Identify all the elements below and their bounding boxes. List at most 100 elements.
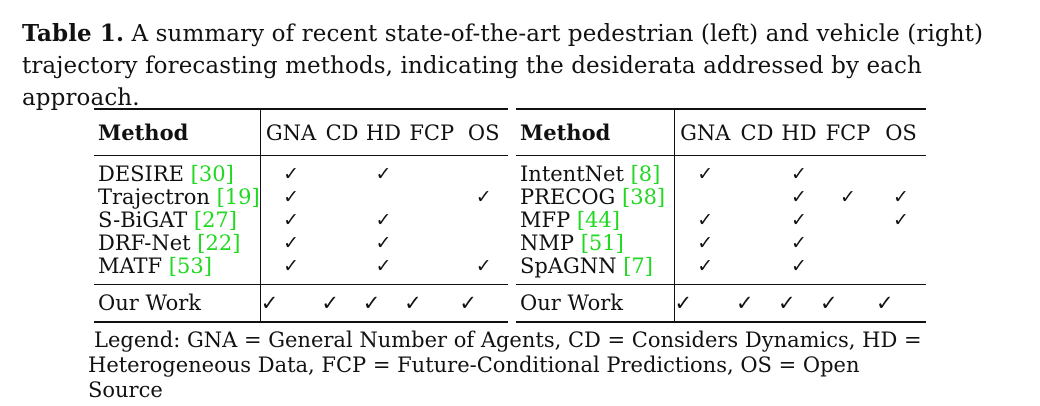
- method-cell: NMP [51]: [516, 231, 675, 255]
- check-icon: ✓: [697, 232, 714, 254]
- check-icon: ✓: [697, 163, 714, 185]
- check-icon: ✓: [697, 209, 714, 231]
- table-row: PRECOG [38] ✓ ✓ ✓: [516, 186, 926, 209]
- check-icon: ✓: [893, 209, 909, 231]
- table-row: DESIRE [30] ✓ ✓: [94, 155, 508, 187]
- check-icon: ✓: [791, 232, 807, 254]
- empty-cell: [736, 232, 778, 255]
- empty-cell: [736, 255, 778, 285]
- header-gna: GNA: [260, 108, 322, 156]
- method-name: MATF: [98, 254, 169, 278]
- header-fcp: FCP: [820, 108, 876, 156]
- method-cell: SpAGNN [7]: [516, 254, 675, 285]
- empty-cell: [820, 232, 876, 255]
- method-name: Our Work: [516, 284, 675, 323]
- method-cell: DRF-Net [22]: [94, 231, 261, 255]
- empty-cell: [876, 232, 926, 255]
- empty-cell: [321, 156, 362, 187]
- table-row: MATF [53] ✓ ✓ ✓: [94, 255, 508, 285]
- citation-link[interactable]: [19]: [216, 185, 260, 209]
- our-work-row: Our Work ✓ ✓ ✓ ✓ ✓: [94, 284, 508, 323]
- empty-cell: [674, 186, 736, 209]
- legend-line-2: Heterogeneous Data, FCP = Future-Conditi…: [88, 353, 860, 402]
- table-caption: Table 1. A summary of recent state-of-th…: [22, 18, 1022, 114]
- method-cell: MATF [53]: [94, 254, 261, 285]
- citation-link[interactable]: [44]: [576, 208, 620, 232]
- empty-cell: [736, 156, 778, 187]
- empty-cell: [404, 232, 459, 255]
- citation-link[interactable]: [22]: [197, 231, 241, 255]
- check-icon: ✓: [375, 255, 392, 277]
- method-cell: S-BiGAT [27]: [94, 208, 261, 232]
- method-cell: PRECOG [38]: [516, 185, 675, 209]
- check-icon: ✓: [362, 284, 405, 323]
- citation-link[interactable]: [38]: [622, 185, 666, 209]
- check-icon: ✓: [791, 255, 807, 277]
- method-name: Our Work: [94, 284, 261, 323]
- empty-cell: [736, 186, 778, 209]
- check-icon: ✓: [736, 284, 778, 323]
- citation-link[interactable]: [51]: [580, 231, 624, 255]
- method-name: PRECOG: [520, 185, 623, 209]
- check-icon: ✓: [404, 284, 460, 323]
- header-cd: CD: [736, 108, 778, 156]
- table-header-row: Method GNA CD HD FCP OS: [94, 108, 508, 156]
- header-hd: HD: [362, 108, 405, 156]
- check-icon: ✓: [475, 186, 492, 208]
- citation-link[interactable]: [7]: [623, 254, 653, 278]
- empty-cell: [736, 209, 778, 232]
- check-icon: ✓: [674, 284, 736, 323]
- empty-cell: [459, 232, 508, 255]
- method-name: DESIRE: [98, 162, 191, 186]
- method-name: MFP: [520, 208, 577, 232]
- check-icon: ✓: [697, 255, 714, 277]
- empty-cell: [820, 209, 876, 232]
- header-gna: GNA: [674, 108, 736, 156]
- check-icon: ✓: [283, 186, 299, 208]
- check-icon: ✓: [840, 186, 856, 208]
- empty-cell: [820, 255, 876, 285]
- caption-label: Table 1.: [22, 20, 125, 47]
- empty-cell: [404, 186, 459, 209]
- empty-cell: [404, 156, 459, 187]
- header-os: OS: [876, 108, 926, 156]
- table-row: S-BiGAT [27] ✓ ✓: [94, 209, 508, 232]
- empty-cell: [820, 156, 876, 187]
- empty-cell: [404, 255, 459, 285]
- header-os: OS: [459, 108, 508, 156]
- check-icon: ✓: [321, 284, 363, 323]
- check-icon: ✓: [283, 255, 299, 277]
- caption-text: A summary of recent state-of-the-art ped…: [22, 21, 984, 111]
- check-icon: ✓: [375, 209, 392, 231]
- check-icon: ✓: [791, 163, 807, 185]
- table-row: Trajectron [19] ✓ ✓: [94, 186, 508, 209]
- table-row: SpAGNN [7] ✓ ✓: [516, 255, 926, 285]
- check-icon: ✓: [260, 284, 322, 323]
- header-cd: CD: [321, 108, 363, 156]
- empty-cell: [459, 209, 508, 232]
- citation-link[interactable]: [8]: [630, 162, 661, 186]
- check-icon: ✓: [283, 232, 299, 254]
- check-icon: ✓: [791, 186, 807, 208]
- vehicle-methods-table: Method GNA CD HD FCP OS IntentNet [8] ✓ ✓ P…: [516, 108, 926, 323]
- check-icon: ✓: [778, 284, 820, 323]
- pedestrian-methods-table: Method GNA CD HD FCP OS DESIRE [30] ✓ ✓ Tra…: [94, 108, 508, 323]
- check-icon: ✓: [893, 186, 909, 208]
- citation-link[interactable]: [53]: [168, 254, 212, 278]
- legend-line-1: Legend: GNA = General Number of Agents, …: [94, 328, 922, 352]
- method-name: DRF-Net: [98, 231, 198, 255]
- empty-cell: [876, 156, 926, 187]
- method-cell: Trajectron [19]: [94, 185, 261, 209]
- table-row: IntentNet [8] ✓ ✓: [516, 155, 926, 187]
- table-row: MFP [44] ✓ ✓ ✓: [516, 209, 926, 232]
- header-method: Method: [516, 108, 675, 156]
- table-row: NMP [51] ✓ ✓: [516, 232, 926, 255]
- empty-cell: [363, 186, 404, 209]
- method-cell: IntentNet [8]: [516, 155, 675, 186]
- method-name: SpAGNN: [520, 254, 624, 278]
- citation-link[interactable]: [27]: [193, 208, 237, 232]
- empty-cell: [404, 209, 459, 232]
- table-legend: Legend: GNA = General Number of Agents, …: [88, 328, 928, 403]
- citation-link[interactable]: [30]: [190, 162, 234, 186]
- method-cell: DESIRE [30]: [94, 155, 261, 186]
